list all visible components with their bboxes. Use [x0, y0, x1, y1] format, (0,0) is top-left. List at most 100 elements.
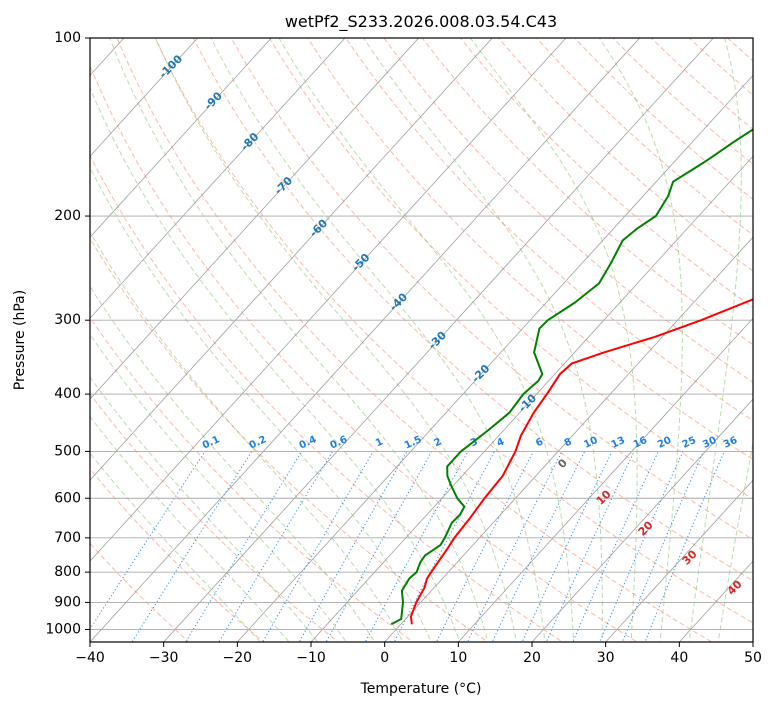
dry-adiabat-line — [345, 38, 753, 422]
moist-adiabat-line — [717, 440, 753, 642]
isotherm-line — [90, 38, 493, 481]
x-tick-label: 20 — [523, 650, 541, 666]
dry-adiabat-line — [90, 64, 639, 642]
x-tick-label: −20 — [223, 650, 253, 666]
moist-adiabat-line — [90, 166, 432, 642]
x-axis-label: Temperature (°C) — [360, 681, 482, 697]
moist-adiabat-line — [90, 285, 376, 642]
y-tick-label: 700 — [54, 530, 81, 546]
dewpoint-profile-line — [390, 128, 753, 626]
isotherm-line — [310, 155, 753, 642]
moist-adiabat-line — [90, 230, 404, 642]
y-tick-label: 900 — [54, 594, 81, 610]
y-axis-label: Pressure (hPa) — [12, 290, 28, 390]
mixing-ratio-line — [364, 451, 469, 642]
mixing-ratio-lines — [90, 451, 725, 642]
dry-adiabat-line — [612, 38, 753, 165]
moist-adiabat-line — [210, 38, 546, 642]
dry-adiabat-line — [307, 38, 753, 461]
mixing-ratio-label: 4 — [495, 436, 506, 449]
dry-adiabat-line — [90, 468, 265, 642]
isotherm-line — [236, 74, 753, 642]
dry-adiabat-line — [154, 38, 753, 624]
dry-adiabat-line — [536, 38, 753, 236]
dry-adiabat-line — [192, 38, 753, 582]
temperature-profile-line — [410, 298, 753, 625]
mixing-ratio-line — [491, 451, 586, 642]
isotherm-line — [605, 479, 753, 642]
mixing-ratio-line — [572, 451, 659, 642]
y-tick-label: 800 — [54, 564, 81, 580]
mixing-ratio-label: 30 — [701, 435, 718, 451]
mixing-ratio-line — [325, 451, 433, 642]
dry-adiabat-line — [497, 38, 753, 272]
moist-adiabat-line — [90, 415, 290, 642]
dry-adiabat-line — [116, 38, 713, 642]
isotherms — [90, 38, 753, 642]
x-tick-label: 10 — [449, 650, 467, 666]
isotherm-line — [531, 398, 753, 642]
mixing-ratio-line — [545, 451, 635, 642]
y-tick-label: 1000 — [45, 621, 81, 637]
pressure-gridlines — [90, 38, 753, 630]
mixing-ratio-line — [644, 451, 725, 642]
mixing-ratio-label: 10 — [582, 435, 599, 451]
y-tick-label: 100 — [54, 30, 81, 46]
mixing-ratio-line — [521, 451, 613, 642]
y-tick-label: 500 — [54, 443, 81, 459]
mixing-ratio-label: 25 — [681, 435, 698, 451]
mixing-ratio-line — [466, 451, 563, 642]
x-tick-label: −40 — [75, 650, 105, 666]
dry-adiabat-line — [421, 38, 753, 346]
isotherm-line — [90, 38, 641, 642]
x-tick-label: 30 — [597, 650, 615, 666]
mixing-ratio-line — [262, 451, 374, 642]
dry-adiabats — [90, 38, 753, 642]
chart-title: wetPf2_S233.2026.008.03.54.C43 — [285, 12, 557, 32]
isotherm-line — [90, 38, 567, 562]
mixing-ratio-label: 6 — [534, 436, 545, 449]
moist-adiabat-line — [90, 452, 261, 642]
x-tick-label: 0 — [380, 650, 389, 666]
isotherm-line — [90, 38, 346, 319]
isotherm-line — [457, 317, 753, 642]
dry-adiabat-line — [269, 38, 753, 500]
mixing-ratio-label: 3 — [469, 436, 480, 449]
mixing-ratio-line — [298, 451, 408, 642]
mixing-ratio-label: 2 — [433, 436, 444, 449]
y-tick-label: 400 — [54, 386, 81, 402]
x-tick-label: −10 — [296, 650, 326, 666]
isotherm-line — [163, 38, 714, 642]
y-tick-label: 600 — [54, 490, 81, 506]
mixing-ratio-label: 36 — [722, 435, 739, 451]
moist-adiabat-line — [90, 376, 319, 642]
isotherm-line — [384, 236, 753, 642]
y-tick-label: 200 — [54, 208, 81, 224]
mixing-ratio-label: 20 — [656, 435, 673, 451]
isotherm-line — [90, 38, 420, 400]
mixing-ratio-label: 16 — [632, 435, 649, 451]
y-axis: 100 200 300 400 500 600 700 800 900 1000 — [45, 30, 90, 637]
mixing-ratio-label: 1 — [374, 436, 385, 449]
dry-adiabat-line — [90, 316, 414, 642]
x-tick-label: −30 — [149, 650, 179, 666]
x-axis: −40 −30 −20 −10 0 10 20 30 40 50 — [75, 642, 762, 666]
mixing-ratio-line — [131, 451, 253, 642]
moist-adiabat-line — [688, 38, 742, 642]
x-tick-label: 50 — [744, 650, 762, 666]
mixing-ratio-label: 13 — [610, 435, 627, 451]
moist-adiabats — [90, 38, 753, 642]
dry-adiabat-line — [90, 393, 340, 642]
mixing-ratio-line — [90, 451, 206, 631]
mixing-ratio-line — [621, 451, 705, 642]
moist-adiabat-line — [90, 333, 347, 642]
x-tick-label: 40 — [670, 650, 688, 666]
sounding-series — [390, 128, 753, 626]
dry-adiabat-line — [383, 38, 753, 383]
y-tick-label: 300 — [54, 312, 81, 328]
mixing-ratio-line — [599, 451, 684, 642]
isotherm-line — [90, 38, 272, 238]
plot-frame — [89, 37, 754, 643]
